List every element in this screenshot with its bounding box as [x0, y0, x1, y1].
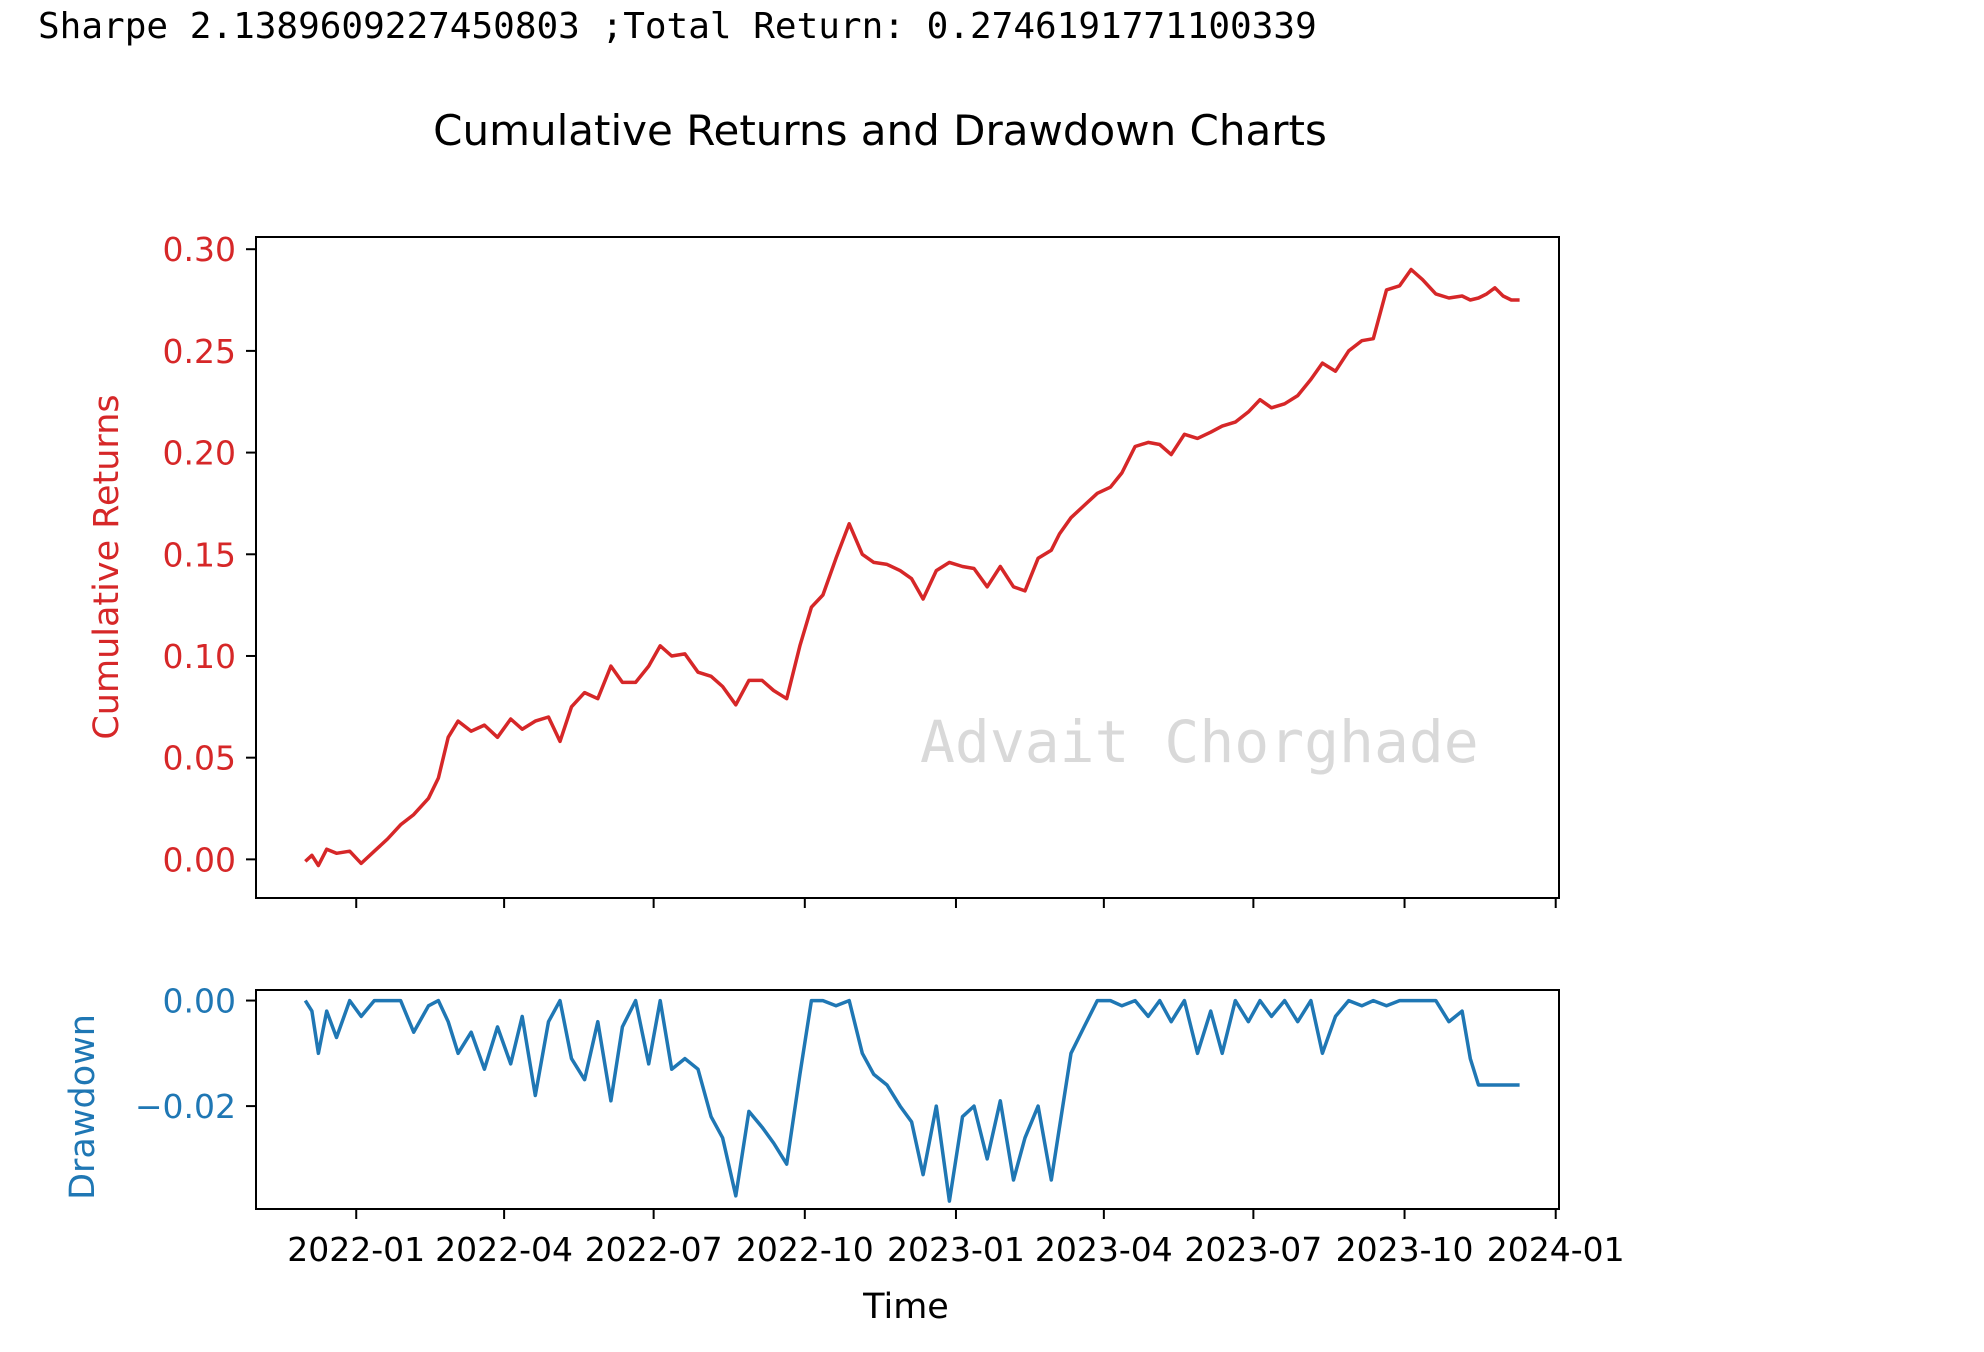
xtick-label: 2022-10	[736, 1230, 874, 1269]
watermark: Advait Chorghade	[920, 708, 1479, 776]
returns-ytick-label: 0.25	[163, 332, 236, 371]
returns-ytick-label: 0.00	[163, 840, 236, 879]
drawdown-panel: 0.00 −0.02 2022-01 2022-04 2022-07 2022-10 20…	[63, 982, 1625, 1327]
x-axis-label: Time	[862, 1287, 949, 1327]
chart-title: Cumulative Returns and Drawdown Charts	[433, 106, 1327, 155]
stats-text: Sharpe 2.1389609227450803 ;Total Return:…	[38, 6, 1317, 47]
returns-ytick-label: 0.20	[163, 434, 236, 473]
cumulative-returns-panel: 0.00 0.05 0.10 0.15 0.20 0.25 0.30 Advait Chor…	[87, 230, 1560, 908]
drawdown-line	[303, 998, 1520, 1203]
xtick-label: 2023-10	[1336, 1230, 1474, 1269]
returns-ytick-label: 0.10	[163, 637, 236, 676]
drawdown-ytick-label: −0.02	[135, 1087, 236, 1126]
drawdown-frame	[255, 989, 1560, 1210]
xtick-label: 2023-04	[1035, 1230, 1173, 1269]
cumulative-returns-line	[304, 267, 1520, 868]
xtick-label: 2023-07	[1184, 1230, 1322, 1269]
returns-ytick-label: 0.05	[163, 739, 236, 778]
xtick-label: 2023-01	[887, 1230, 1025, 1269]
xtick-label: 2022-01	[287, 1230, 425, 1269]
xtick-label: 2022-07	[585, 1230, 723, 1269]
returns-ytick-label: 0.15	[163, 535, 236, 574]
drawdown-ytick-label: 0.00	[163, 982, 236, 1021]
cumulative-returns-ylabel: Cumulative Returns	[87, 394, 127, 739]
returns-ytick-label: 0.30	[163, 230, 236, 269]
drawdown-ylabel: Drawdown	[63, 1014, 103, 1200]
cumulative-returns-frame	[255, 236, 1560, 899]
xtick-label: 2024-01	[1487, 1230, 1625, 1269]
xtick-label: 2022-04	[435, 1230, 573, 1269]
